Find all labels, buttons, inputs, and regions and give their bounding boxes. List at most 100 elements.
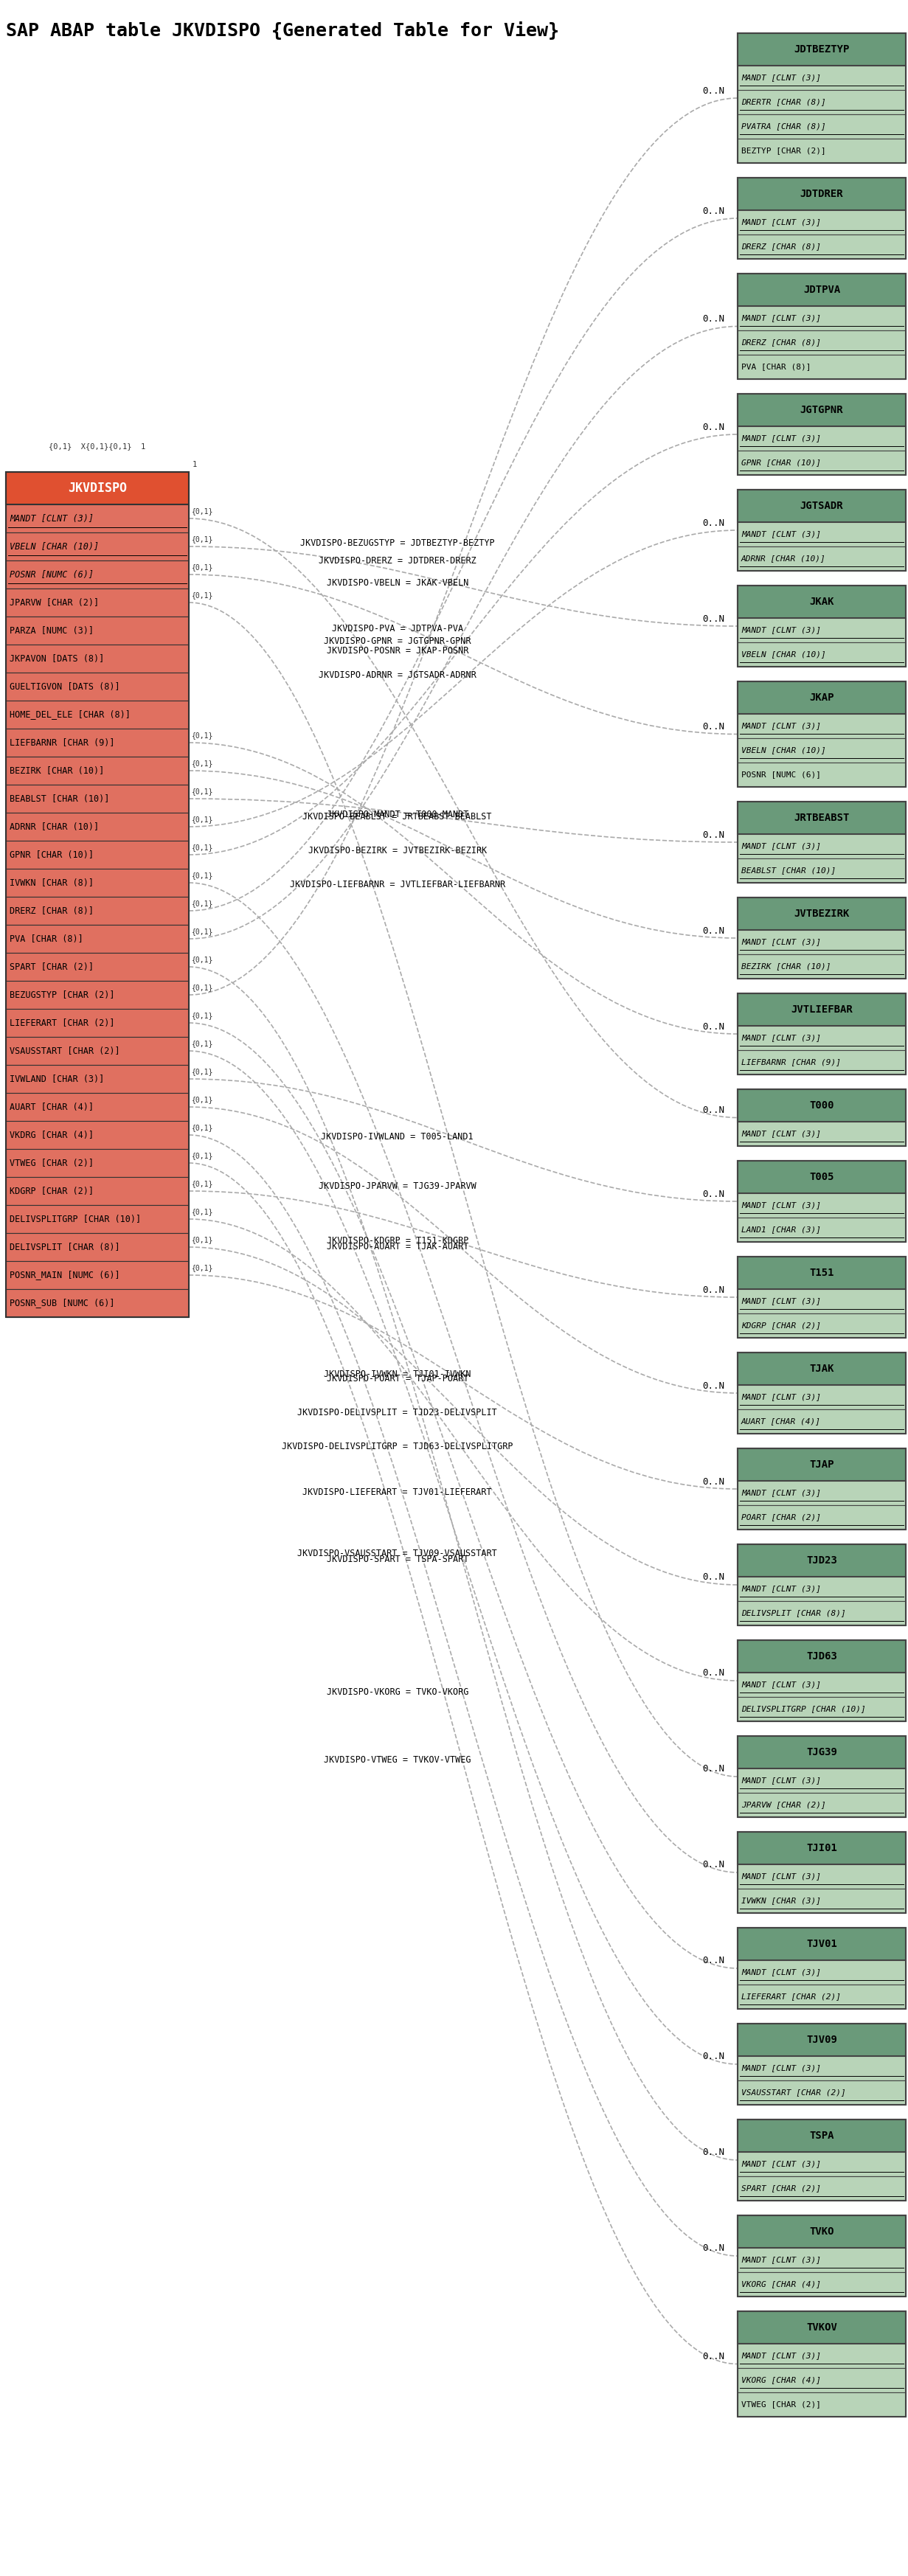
Bar: [737, 2367, 906, 2393]
Text: T000: T000: [809, 1100, 834, 1110]
Text: TJD63: TJD63: [806, 1651, 837, 1662]
Bar: [5, 505, 189, 533]
Bar: [737, 2344, 906, 2367]
Text: TSPA: TSPA: [809, 2130, 834, 2141]
Text: {0,1}: {0,1}: [192, 1208, 213, 1216]
Bar: [737, 683, 906, 786]
Text: MANDT [CLNT (3)]: MANDT [CLNT (3)]: [741, 1298, 821, 1306]
Bar: [737, 1984, 906, 2009]
Text: {0,1}: {0,1}: [192, 1123, 213, 1131]
Bar: [737, 330, 906, 355]
Text: 0..N: 0..N: [702, 721, 725, 732]
Text: TJV01: TJV01: [806, 1940, 837, 1950]
Text: {0,1}: {0,1}: [192, 564, 213, 572]
Text: PVA [CHAR (8)]: PVA [CHAR (8)]: [10, 935, 84, 943]
Bar: [737, 2311, 906, 2344]
Bar: [5, 896, 189, 925]
Text: {0,1}: {0,1}: [192, 899, 213, 907]
Text: ADRNR [CHAR (10)]: ADRNR [CHAR (10)]: [741, 554, 826, 562]
Bar: [737, 2393, 906, 2416]
Text: TJAP: TJAP: [809, 1461, 834, 1471]
Text: JDTPVA: JDTPVA: [804, 286, 840, 296]
Text: 0..N: 0..N: [702, 1476, 725, 1486]
Text: {0,1}: {0,1}: [192, 817, 213, 822]
Text: HOME_DEL_ELE [CHAR (8)]: HOME_DEL_ELE [CHAR (8)]: [10, 711, 131, 719]
Bar: [737, 178, 906, 258]
Text: JKVDISPO-VKORG = TVKO-VKORG: JKVDISPO-VKORG = TVKO-VKORG: [326, 1687, 469, 1698]
Text: JKVDISPO-DELIVSPLIT = TJD23-DELIVSPLIT: JKVDISPO-DELIVSPLIT = TJD23-DELIVSPLIT: [298, 1406, 498, 1417]
Text: 0..N: 0..N: [702, 1023, 725, 1030]
Bar: [5, 1262, 189, 1288]
Bar: [737, 896, 906, 930]
Text: ADRNR [CHAR (10)]: ADRNR [CHAR (10)]: [10, 822, 99, 832]
Bar: [737, 1090, 906, 1121]
Text: MANDT [CLNT (3)]: MANDT [CLNT (3)]: [741, 842, 821, 850]
Text: 0..N: 0..N: [702, 2244, 725, 2254]
Text: JKVDISPO-BEABLST = JRTBEABST-BEABLST: JKVDISPO-BEABLST = JRTBEABST-BEABLST: [302, 811, 492, 822]
Bar: [5, 1010, 189, 1038]
Text: 0..N: 0..N: [702, 1285, 725, 1296]
Text: 0..N: 0..N: [702, 85, 725, 95]
Bar: [737, 1927, 906, 2009]
Text: JDTBEZTYP: JDTBEZTYP: [794, 44, 850, 54]
Bar: [737, 1218, 906, 1242]
Bar: [737, 2215, 906, 2249]
Text: {0,1}: {0,1}: [192, 1095, 213, 1103]
Bar: [737, 1770, 906, 1793]
Bar: [737, 139, 906, 162]
Text: VBELN [CHAR (10)]: VBELN [CHAR (10)]: [741, 652, 826, 659]
Text: {0,1}  X{0,1}{0,1}  1: {0,1} X{0,1}{0,1} 1: [49, 443, 146, 451]
Bar: [737, 1832, 906, 1865]
Bar: [737, 618, 906, 641]
Text: JKVDISPO-ADRNR = JGTSADR-ADRNR: JKVDISPO-ADRNR = JGTSADR-ADRNR: [319, 670, 476, 680]
Text: POSNR [NUMC (6)]: POSNR [NUMC (6)]: [741, 770, 821, 778]
Text: JKVDISPO-PVA = JDTPVA-PVA: JKVDISPO-PVA = JDTPVA-PVA: [331, 623, 463, 634]
Text: DELIVSPLIT [CHAR (8)]: DELIVSPLIT [CHAR (8)]: [741, 1610, 846, 1618]
Text: 0..N: 0..N: [702, 1765, 725, 1775]
Bar: [737, 178, 906, 211]
Bar: [737, 2120, 906, 2151]
Text: POSNR_MAIN [NUMC (6)]: POSNR_MAIN [NUMC (6)]: [10, 1270, 120, 1280]
Text: PVATRA [CHAR (8)]: PVATRA [CHAR (8)]: [741, 124, 826, 131]
Text: {0,1}: {0,1}: [192, 845, 213, 850]
Text: LIEFERART [CHAR (2)]: LIEFERART [CHAR (2)]: [741, 1994, 841, 2002]
Text: POSNR_SUB [NUMC (6)]: POSNR_SUB [NUMC (6)]: [10, 1298, 114, 1309]
Text: {0,1}: {0,1}: [192, 760, 213, 768]
Bar: [737, 523, 906, 546]
Bar: [737, 1352, 906, 1386]
Text: JKVDISPO-IVWKN = TJI01-IVWKN: JKVDISPO-IVWKN = TJI01-IVWKN: [324, 1368, 471, 1378]
Text: MANDT [CLNT (3)]: MANDT [CLNT (3)]: [741, 1968, 821, 1976]
Bar: [737, 858, 906, 884]
Text: TVKO: TVKO: [809, 2226, 834, 2236]
Text: JKVDISPO-IVWLAND = T005-LAND1: JKVDISPO-IVWLAND = T005-LAND1: [321, 1131, 474, 1141]
Bar: [737, 451, 906, 474]
Text: BEABLST [CHAR (10)]: BEABLST [CHAR (10)]: [10, 793, 110, 804]
Text: TJI01: TJI01: [806, 1842, 837, 1852]
Bar: [737, 1543, 906, 1625]
Bar: [5, 1064, 189, 1092]
Text: GPNR [CHAR (10)]: GPNR [CHAR (10)]: [741, 459, 821, 466]
Bar: [737, 994, 906, 1025]
Bar: [737, 1793, 906, 1816]
Text: JGTGPNR: JGTGPNR: [800, 404, 844, 415]
Bar: [737, 1641, 906, 1672]
Text: DELIVSPLITGRP [CHAR (10)]: DELIVSPLITGRP [CHAR (10)]: [741, 1705, 865, 1713]
Bar: [5, 471, 189, 505]
Text: JKAK: JKAK: [809, 598, 834, 608]
Bar: [5, 471, 189, 1316]
Text: {0,1}: {0,1}: [192, 592, 213, 598]
Text: JKVDISPO-BEZUGSTYP = JDTBEZTYP-BEZTYP: JKVDISPO-BEZUGSTYP = JDTBEZTYP-BEZTYP: [301, 538, 495, 549]
Bar: [737, 394, 906, 425]
Text: DELIVSPLITGRP [CHAR (10)]: DELIVSPLITGRP [CHAR (10)]: [10, 1213, 141, 1224]
Bar: [737, 1257, 906, 1337]
Text: 0..N: 0..N: [702, 1669, 725, 1677]
Text: MANDT [CLNT (3)]: MANDT [CLNT (3)]: [10, 513, 94, 523]
Text: MANDT [CLNT (3)]: MANDT [CLNT (3)]: [741, 314, 821, 322]
Text: {0,1}: {0,1}: [192, 732, 213, 739]
Bar: [737, 211, 906, 234]
Text: JDTDRER: JDTDRER: [800, 188, 844, 198]
Bar: [5, 1206, 189, 1234]
Text: {0,1}: {0,1}: [192, 956, 213, 963]
Text: 0..N: 0..N: [702, 2053, 725, 2061]
Bar: [737, 2025, 906, 2105]
